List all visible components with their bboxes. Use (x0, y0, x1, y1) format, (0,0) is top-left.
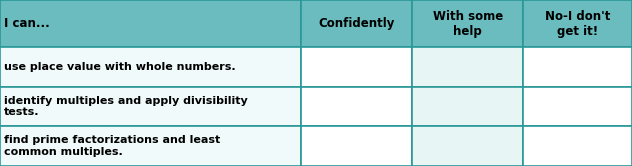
Text: I can...: I can... (4, 17, 49, 30)
Bar (301, 126, 412, 166)
Bar (0, 87, 301, 126)
Bar (523, 47, 632, 87)
Bar (301, 0, 412, 47)
Bar (412, 126, 523, 166)
Text: find prime factorizations and least
common multiples.: find prime factorizations and least comm… (4, 135, 220, 157)
Bar (0, 47, 301, 87)
Bar (523, 87, 632, 126)
Bar (301, 87, 412, 126)
Text: use place value with whole numbers.: use place value with whole numbers. (4, 62, 235, 72)
Bar (412, 47, 523, 87)
Text: Confidently: Confidently (319, 17, 394, 30)
Bar (412, 87, 523, 126)
Bar (301, 47, 412, 87)
Bar (0, 0, 301, 47)
Text: identify multiples and apply divisibility
tests.: identify multiples and apply divisibilit… (4, 96, 248, 118)
Text: No-I don't
get it!: No-I don't get it! (545, 10, 611, 38)
Bar (523, 126, 632, 166)
Bar (523, 0, 632, 47)
Bar (0, 126, 301, 166)
Bar (412, 0, 523, 47)
Text: With some
help: With some help (432, 10, 503, 38)
